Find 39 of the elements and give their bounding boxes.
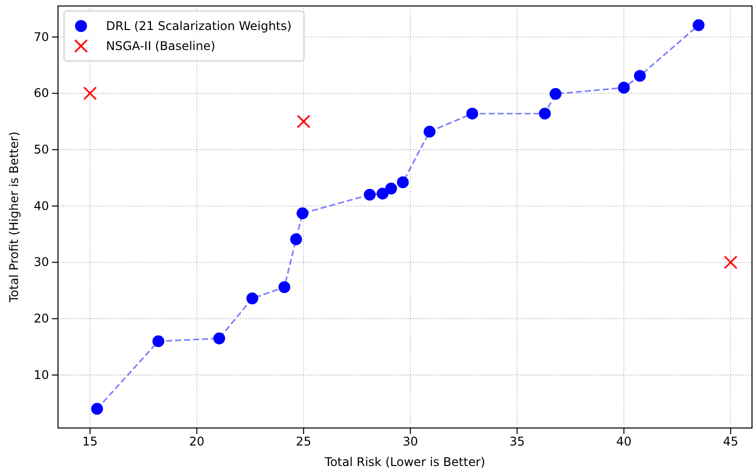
point [466, 108, 478, 120]
y-tick-label: 60 [34, 86, 49, 100]
legend-label: DRL (21 Scalarization Weights) [106, 19, 292, 33]
y-tick-label: 50 [34, 142, 49, 157]
point [83, 86, 97, 100]
point [213, 332, 226, 344]
point [290, 233, 302, 246]
y-axis-title: Total Profit (Higher is Better) [7, 132, 21, 304]
point [618, 82, 630, 94]
point [296, 207, 308, 220]
y-tick-label: 10 [34, 368, 49, 382]
y-tick-label: 40 [34, 198, 49, 213]
point [296, 114, 310, 128]
point [91, 402, 103, 415]
y-tick-label: 70 [34, 30, 49, 44]
point [550, 88, 562, 100]
point [385, 182, 398, 194]
point [152, 335, 164, 348]
x-tick-label: 35 [509, 434, 525, 449]
x-tick-label: 40 [616, 434, 632, 449]
point [396, 176, 409, 188]
x-tick-label: 30 [402, 434, 418, 449]
x-tick-label: 25 [296, 434, 312, 449]
point [424, 126, 436, 138]
point [364, 188, 376, 201]
x-tick-label: 20 [189, 434, 204, 449]
x-axis-title: Total Risk (Lower is Better) [324, 455, 486, 469]
point [538, 108, 551, 120]
x-tick-label: 15 [82, 434, 98, 449]
x-tick-label: 45 [723, 434, 738, 449]
point [634, 70, 646, 82]
point [376, 188, 388, 200]
point [278, 281, 290, 294]
y-tick-label: 30 [34, 255, 49, 270]
legend-label: NSGA-II (Baseline) [106, 39, 216, 53]
point [692, 19, 705, 32]
y-tick-label: 20 [34, 312, 49, 326]
point [246, 292, 258, 304]
point [724, 256, 738, 270]
